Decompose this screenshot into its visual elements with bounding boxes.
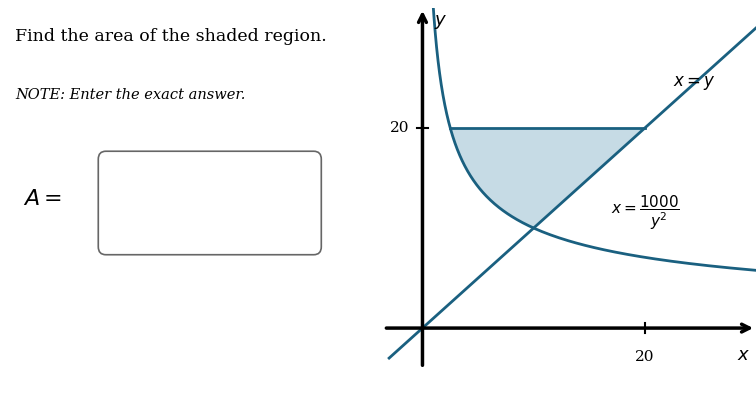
Text: $y$: $y$ — [434, 13, 447, 31]
Text: NOTE: Enter the exact answer.: NOTE: Enter the exact answer. — [15, 88, 246, 101]
Text: $x$: $x$ — [737, 346, 751, 364]
Text: $x = \dfrac{1000}{y^2}$: $x = \dfrac{1000}{y^2}$ — [612, 194, 680, 232]
Text: 20: 20 — [635, 350, 655, 364]
FancyBboxPatch shape — [98, 151, 321, 255]
Text: $A =$: $A =$ — [23, 188, 62, 210]
Text: 20: 20 — [389, 121, 409, 135]
Text: $x = y$: $x = y$ — [673, 74, 715, 92]
Text: Find the area of the shaded region.: Find the area of the shaded region. — [15, 28, 327, 45]
